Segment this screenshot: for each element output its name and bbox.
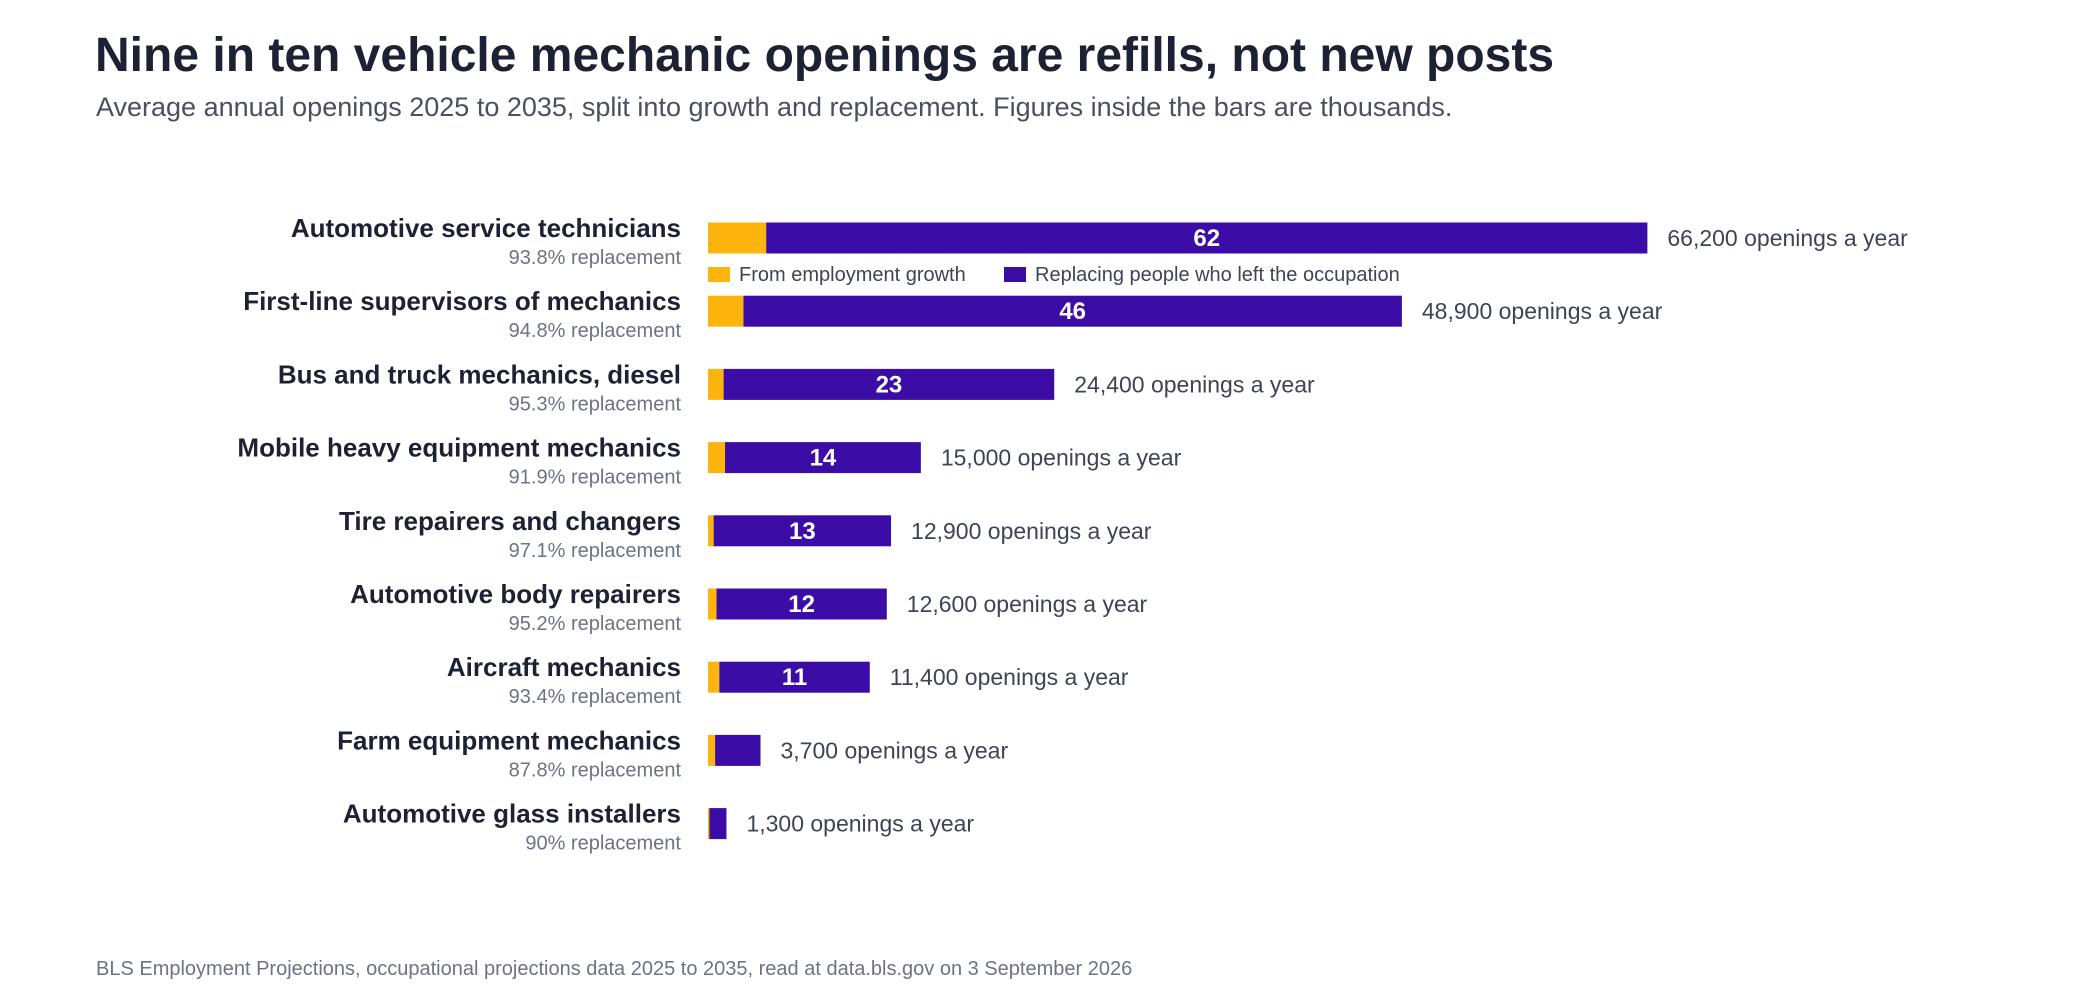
bar-total-label: 12,900 openings a year	[911, 518, 1152, 544]
legend-label-replacement: Replacing people who left the occupation	[1035, 264, 1400, 286]
chart-title: Nine in ten vehicle mechanic openings ar…	[95, 29, 1555, 82]
replacement-share-label: 94.8% replacement	[509, 320, 682, 342]
bar-inside-value-label: 46	[1059, 298, 1086, 325]
bar-total-label: 12,600 openings a year	[907, 591, 1148, 617]
replacement-share-label: 95.2% replacement	[509, 613, 682, 635]
bar-total-label: 15,000 openings a year	[941, 445, 1182, 471]
bar-inside-value-label: 13	[789, 518, 816, 545]
bar-replacement-segment	[716, 588, 887, 620]
bar-total-label: 66,200 openings a year	[1667, 225, 1908, 251]
bar-total-label: 48,900 openings a year	[1422, 298, 1663, 324]
category-label: Automotive glass installers	[343, 799, 681, 829]
legend-swatch-replacement	[1004, 267, 1026, 282]
replacement-share-label: 91.9% replacement	[509, 467, 682, 489]
bar-replacement-segment	[709, 808, 727, 840]
bar-growth-segment	[708, 368, 724, 400]
bar-total-label: 1,300 openings a year	[746, 811, 974, 837]
bar-replacement-segment	[713, 515, 892, 547]
bar-total-label: 24,400 openings a year	[1074, 371, 1315, 397]
replacement-share-label: 90% replacement	[525, 833, 681, 855]
bar-growth-segment	[708, 515, 714, 547]
bar-growth-segment	[708, 734, 716, 766]
bar-replacement-segment	[743, 295, 1402, 327]
bar-growth-segment	[708, 808, 710, 840]
bar-growth-segment	[708, 222, 767, 254]
bar-replacement-segment	[766, 222, 1648, 254]
category-label: Bus and truck mechanics, diesel	[278, 359, 681, 389]
replacement-share-label: 97.1% replacement	[509, 540, 682, 562]
legend-label-growth: From employment growth	[739, 264, 966, 286]
category-label: Tire repairers and changers	[339, 506, 681, 536]
bar-inside-value-label: 23	[876, 371, 903, 398]
category-label: Farm equipment mechanics	[337, 725, 681, 755]
replacement-share-label: 93.8% replacement	[509, 247, 682, 269]
bar-growth-segment	[708, 295, 744, 327]
replacement-share-label: 95.3% replacement	[509, 393, 682, 415]
category-label: Mobile heavy equipment mechanics	[237, 433, 681, 463]
bar-total-label: 11,400 openings a year	[890, 664, 1129, 690]
category-label: First-line supervisors of mechanics	[243, 286, 681, 316]
category-label: Automotive service technicians	[291, 213, 681, 243]
legend-swatch-growth	[708, 267, 730, 282]
bar-growth-segment	[708, 661, 720, 693]
category-label: Aircraft mechanics	[447, 652, 681, 682]
chart-source-note: BLS Employment Projections, occupational…	[96, 958, 1133, 980]
replacement-share-label: 93.4% replacement	[509, 686, 682, 708]
chart-subtitle: Average annual openings 2025 to 2035, sp…	[96, 92, 1453, 122]
bar-total-label: 3,700 openings a year	[781, 737, 1009, 763]
bar-inside-value-label: 62	[1193, 225, 1220, 252]
bar-replacement-segment	[715, 734, 761, 766]
replacement-share-label: 87.8% replacement	[509, 759, 682, 781]
bar-replacement-segment	[725, 442, 921, 474]
bar-growth-segment	[708, 588, 717, 620]
bar-replacement-segment	[719, 661, 870, 693]
bar-growth-segment	[708, 442, 726, 474]
bar-inside-value-label: 11	[782, 664, 807, 691]
bar-inside-value-label: 12	[788, 591, 815, 618]
category-label: Automotive body repairers	[350, 579, 681, 609]
bar-replacement-segment	[723, 368, 1055, 400]
bar-inside-value-label: 14	[810, 445, 837, 472]
